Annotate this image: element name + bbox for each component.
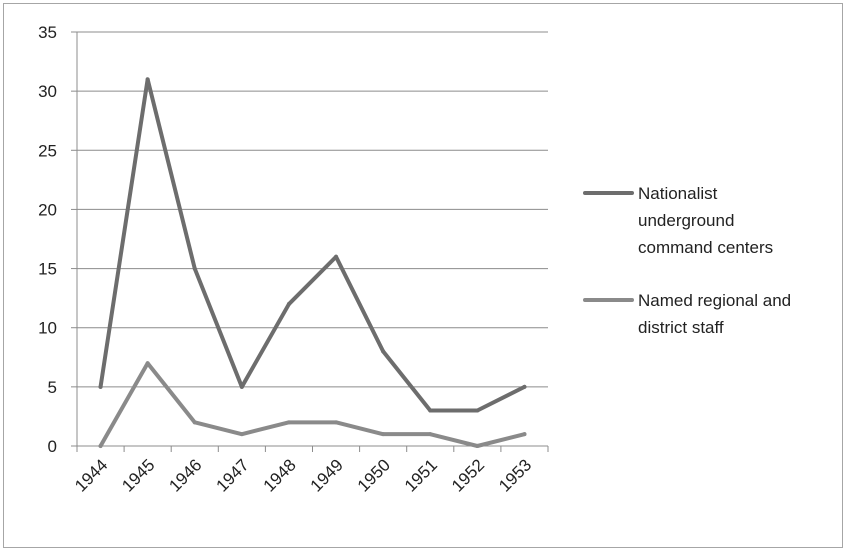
y-tick-labels: 0 5 10 15 20 25 30 35	[38, 23, 57, 456]
y-tick-label: 10	[38, 319, 57, 338]
data-point	[286, 302, 291, 307]
gridlines	[77, 31, 548, 388]
x-tick-label: 1952	[448, 455, 488, 495]
data-point	[428, 432, 433, 437]
x-tick-labels: 1944 1945 1946 1947 1948 1949 1950 1951 1952 1953	[71, 455, 535, 495]
x-tick-label: 1950	[354, 455, 394, 495]
series-lines	[98, 77, 527, 448]
axes	[71, 31, 549, 452]
data-point	[145, 77, 150, 82]
y-tick-label: 15	[38, 260, 57, 279]
data-point	[98, 384, 103, 389]
y-tick-label: 20	[38, 200, 57, 219]
series-line-1	[98, 77, 527, 413]
x-tick-label: 1945	[118, 455, 158, 495]
legend-label: Nationalist	[638, 184, 718, 203]
data-point	[334, 254, 339, 259]
data-point	[475, 408, 480, 413]
data-point	[428, 408, 433, 413]
x-tick-label: 1948	[260, 455, 300, 495]
data-point	[522, 384, 527, 389]
data-point	[98, 444, 103, 448]
data-point	[286, 420, 291, 425]
y-tick-label: 0	[48, 437, 57, 456]
data-point	[381, 432, 386, 437]
legend-label: command centers	[638, 238, 773, 257]
data-point	[145, 361, 150, 366]
data-point	[475, 444, 480, 448]
y-tick-label: 5	[48, 378, 57, 397]
data-point	[239, 432, 244, 437]
series-line-2	[98, 361, 527, 448]
data-point	[334, 420, 339, 425]
data-point	[381, 349, 386, 354]
legend-label: district staff	[638, 318, 724, 337]
chart-frame	[3, 3, 843, 548]
data-point	[192, 420, 197, 425]
x-tick-label: 1953	[495, 455, 535, 495]
legend: Nationalist underground command centers Nam…	[583, 184, 791, 337]
y-tick-label: 30	[38, 82, 57, 101]
data-point	[239, 384, 244, 389]
data-point	[192, 266, 197, 271]
x-tick-label: 1944	[71, 455, 111, 495]
x-tick-label: 1947	[212, 455, 252, 495]
legend-label: underground	[638, 211, 734, 230]
x-tick-label: 1946	[165, 455, 205, 495]
y-tick-label: 25	[38, 141, 57, 160]
data-point	[522, 432, 527, 437]
y-tick-label: 35	[38, 23, 57, 42]
x-tick-label: 1949	[307, 455, 347, 495]
legend-label: Named regional and	[638, 291, 791, 310]
x-tick-label: 1951	[401, 455, 441, 495]
